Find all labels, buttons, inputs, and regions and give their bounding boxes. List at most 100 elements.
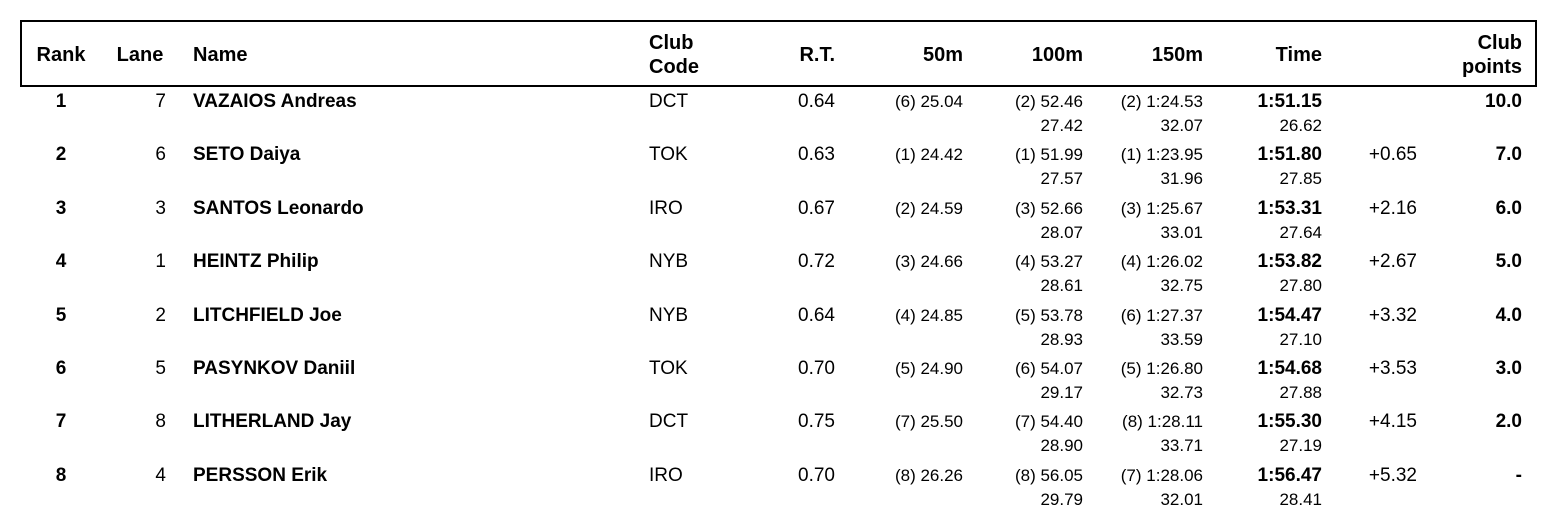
header-name: Name [193,44,248,66]
final-lap-split: 27.10 [1279,329,1322,349]
final-lap-split: 27.88 [1279,383,1322,402]
split-150m: (8) 1:28.11 [1122,412,1203,432]
rank-cell: 1 [55,91,67,112]
club-points: 5.0 [1495,251,1522,273]
final-time: 1:56.47 [1257,464,1322,486]
split-150m-lap: 32.01 [1160,489,1203,509]
club-points: 6.0 [1495,197,1522,219]
split-150m: (1) 1:23.95 [1120,145,1203,165]
club-code-cell: TOK [649,358,688,379]
split-150m-lap: 31.96 [1160,169,1203,189]
swimmer-name: VAZAIOS Andreas [193,91,357,112]
rank-cell: 2 [55,144,67,166]
time-behind: +2.67 [1368,251,1417,273]
header-club-code-line2: Code [649,56,699,78]
split-150m: (4) 1:26.02 [1120,252,1203,272]
time-behind: +2.16 [1368,197,1417,219]
split-100m-lap: 29.79 [1040,489,1083,509]
club-points: - [1515,464,1522,486]
reaction-time-cell: 0.70 [798,358,835,379]
club-points: 2.0 [1495,411,1522,433]
split-150m-lap: 33.71 [1160,436,1203,456]
header-150m: 150m [1151,44,1203,66]
lane-cell: 4 [155,464,166,486]
reaction-time-cell: 0.64 [798,304,835,326]
reaction-time-cell: 0.67 [798,197,835,219]
reaction-time-cell: 0.70 [798,464,835,486]
header-time: Time [1275,44,1322,66]
split-100m: (7) 54.40 [1014,412,1083,432]
split-150m-lap: 33.59 [1160,329,1203,349]
reaction-time-cell: 0.75 [798,411,835,433]
lane-cell: 1 [155,251,166,273]
final-lap-split: 27.80 [1279,276,1322,296]
lane-cell: 5 [155,358,166,379]
split-100m: (6) 54.07 [1014,359,1083,378]
time-behind: +4.15 [1368,411,1417,433]
header-club-points-line2: points [1462,56,1522,78]
final-time: 1:51.80 [1257,144,1322,166]
split-150m: (7) 1:28.06 [1120,465,1203,485]
split-50m: (1) 24.42 [894,145,963,165]
header-lane: Lane [116,44,164,66]
table-header [20,20,1537,87]
club-code-cell: IRO [649,197,683,219]
time-behind: +3.53 [1368,358,1417,379]
split-150m: (3) 1:25.67 [1120,198,1203,218]
swimmer-name: PASYNKOV Daniil [193,358,356,379]
split-100m-lap: 27.57 [1040,169,1083,189]
time-behind: +0.65 [1368,144,1417,166]
split-100m-lap: 27.42 [1040,116,1083,135]
split-100m: (1) 51.99 [1014,145,1083,165]
lane-cell: 6 [155,144,166,166]
split-50m: (8) 26.26 [894,465,963,485]
swimmer-name: SETO Daiya [193,144,301,166]
split-150m-lap: 32.75 [1160,276,1203,296]
split-150m-lap: 33.01 [1160,222,1203,242]
rank-cell: 7 [55,411,67,433]
final-time: 1:55.30 [1257,411,1322,433]
header-rank: Rank [36,44,86,66]
reaction-time-cell: 0.64 [798,91,835,112]
split-100m-lap: 28.61 [1040,276,1083,296]
split-50m: (5) 24.90 [894,359,963,378]
split-150m: (2) 1:24.53 [1120,92,1203,111]
club-code-cell: NYB [649,304,689,326]
split-150m-lap: 32.73 [1160,383,1203,402]
swimmer-name: SANTOS Leonardo [193,197,364,219]
header-reaction-time: R.T. [799,44,835,66]
reaction-time-cell: 0.72 [798,251,835,273]
final-lap-split: 27.85 [1279,169,1322,189]
split-50m: (7) 25.50 [894,412,963,432]
header-club-code-line1: Club [649,32,694,54]
split-100m: (4) 53.27 [1014,252,1083,272]
rank-cell: 8 [55,464,67,486]
split-100m: (5) 53.78 [1014,305,1083,325]
lane-cell: 8 [155,411,166,433]
header-50m: 50m [922,44,963,66]
split-100m-lap: 28.07 [1040,222,1083,242]
swimmer-name: LITHERLAND Jay [193,411,352,433]
swimmer-name: PERSSON Erik [193,464,328,486]
rank-cell: 3 [55,197,67,219]
lane-cell: 2 [155,304,166,326]
split-100m: (2) 52.46 [1014,92,1083,111]
time-behind: +3.32 [1368,304,1417,326]
rank-cell: 5 [55,304,67,326]
final-time: 1:53.31 [1257,197,1322,219]
club-points: 4.0 [1495,304,1522,326]
rank-cell: 4 [55,251,67,273]
swimmer-name: HEINTZ Philip [193,251,319,273]
final-lap-split: 28.41 [1279,489,1322,509]
final-lap-split: 26.62 [1279,116,1322,135]
split-50m: (2) 24.59 [894,198,963,218]
final-time: 1:54.68 [1257,358,1322,379]
split-150m: (6) 1:27.37 [1120,305,1203,325]
split-100m-lap: 28.93 [1040,329,1083,349]
split-50m: (3) 24.66 [894,252,963,272]
swimmer-name: LITCHFIELD Joe [193,304,342,326]
club-code-cell: DCT [649,91,689,112]
header-100m: 100m [1031,44,1083,66]
club-points: 3.0 [1495,358,1522,379]
final-time: 1:54.47 [1257,304,1322,326]
